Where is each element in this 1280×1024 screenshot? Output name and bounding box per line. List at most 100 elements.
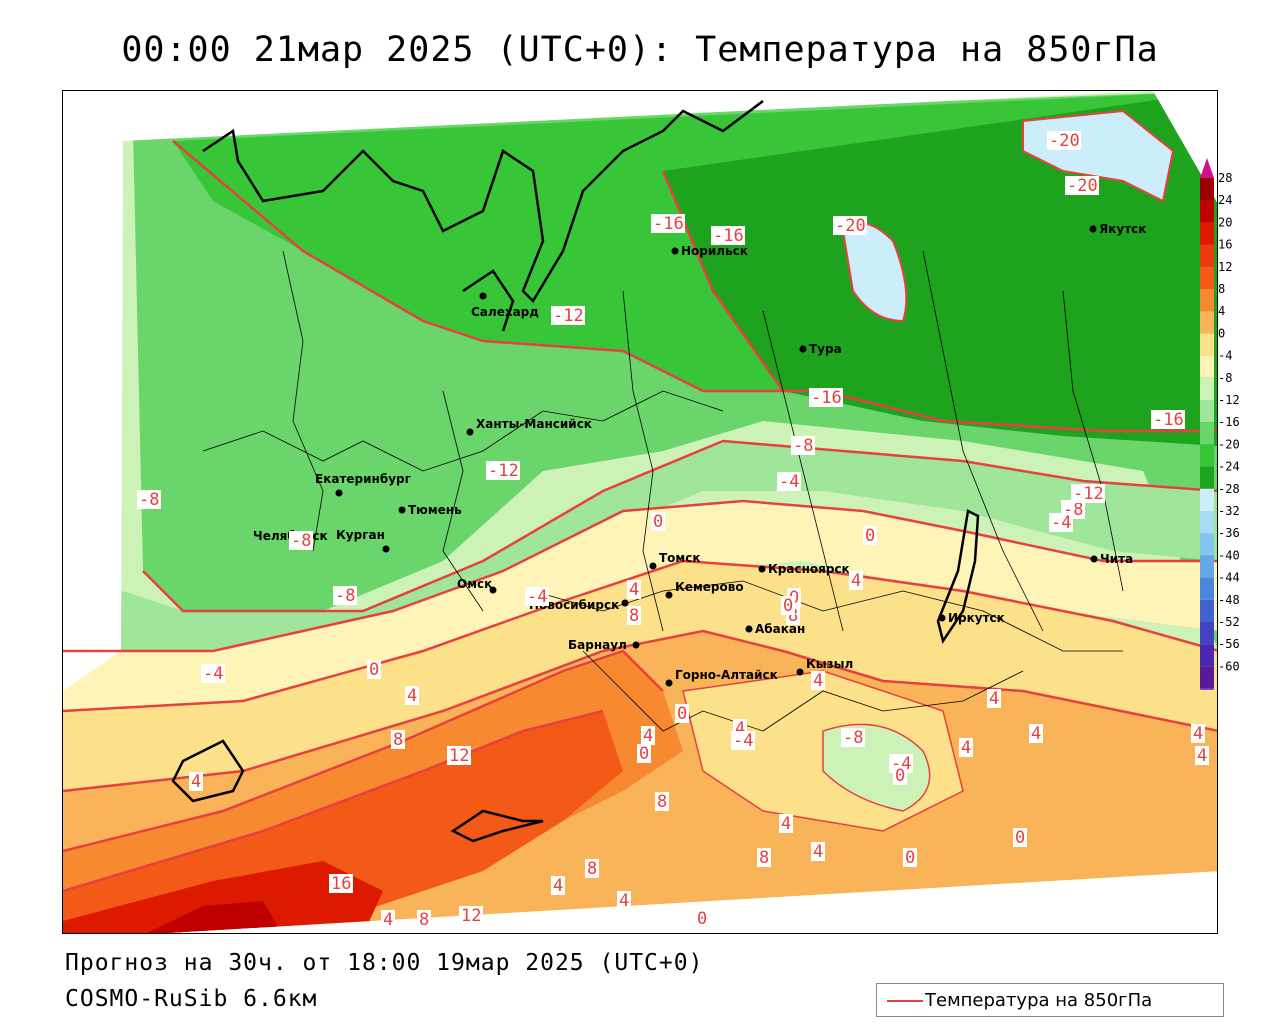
isotherm-label: 8 bbox=[759, 848, 769, 868]
city-dot bbox=[649, 562, 657, 570]
isotherm-label: 4 bbox=[1197, 746, 1207, 766]
temperature-map[interactable]: Якутск Норильск Салехард Тура Ханты-Мансийск… bbox=[63, 91, 1218, 934]
isotherm-label: 4 bbox=[735, 719, 745, 739]
isotherm-label: -8 bbox=[843, 728, 863, 748]
isotherm-label-bg bbox=[189, 772, 203, 791]
isotherm-label-bg bbox=[329, 874, 353, 893]
isotherm-label-bg bbox=[811, 671, 825, 690]
isotherm-label-bg bbox=[627, 606, 641, 625]
isotherm-label-bg bbox=[809, 388, 843, 407]
city-dot bbox=[1090, 555, 1098, 563]
colorbar-tick-label: -20 bbox=[1218, 437, 1240, 451]
city-label: Барнаул bbox=[568, 638, 627, 652]
colorbar-tick-label: -8 bbox=[1218, 371, 1232, 385]
isotherm-label: 0 bbox=[639, 744, 649, 764]
isotherm-label: 0 bbox=[697, 909, 707, 929]
isotherm-label: -8 bbox=[291, 531, 311, 551]
isotherm-label-bg bbox=[987, 689, 1001, 708]
isotherm-label: 4 bbox=[781, 814, 791, 834]
isotherm-label: -4 bbox=[779, 472, 799, 492]
city-dot bbox=[665, 591, 673, 599]
isotherm-label-bg bbox=[1065, 176, 1099, 195]
isotherm-label: -20 bbox=[835, 216, 866, 236]
isotherm-label-bg bbox=[641, 726, 655, 745]
colorbar-cell bbox=[1200, 377, 1214, 400]
colorbar-cell bbox=[1200, 222, 1214, 245]
colorbar-cell bbox=[1200, 644, 1214, 667]
colorbar-tick-label: -36 bbox=[1218, 526, 1240, 540]
isotherm-label-bg bbox=[695, 909, 709, 928]
isotherm-label-bg bbox=[1047, 131, 1081, 150]
isotherm-label-bg bbox=[833, 216, 867, 235]
isotherm-lines bbox=[63, 109, 1217, 893]
isotherm-label-bg bbox=[447, 746, 471, 765]
colorbar-cell bbox=[1200, 511, 1214, 534]
isotherm-label-bg bbox=[711, 226, 745, 245]
legend-label: Температура на 850гПа bbox=[925, 990, 1153, 1011]
colorbar-cell bbox=[1200, 266, 1214, 289]
isotherm-label: -8 bbox=[335, 586, 355, 606]
colorbar-cell bbox=[1200, 666, 1214, 689]
isotherm-label: 8 bbox=[419, 910, 429, 930]
colorbar-tick-label: -60 bbox=[1218, 659, 1240, 673]
isotherm-label-bg bbox=[811, 842, 825, 861]
isotherm-label-bg bbox=[627, 580, 641, 599]
isotherm-label: -16 bbox=[713, 226, 744, 246]
city-label: Томск bbox=[659, 551, 701, 565]
isotherm-label-bg bbox=[849, 571, 863, 590]
isotherm-label: 0 bbox=[369, 660, 379, 680]
colorbar-tick-label: 0 bbox=[1218, 326, 1225, 340]
colorbar-tick-label: 12 bbox=[1218, 260, 1232, 274]
isotherm-label: 8 bbox=[657, 792, 667, 812]
colorbar-cell bbox=[1200, 488, 1214, 511]
colorbar-cell bbox=[1200, 178, 1214, 201]
isotherm-label-bg bbox=[585, 859, 599, 878]
isotherm-label-bg bbox=[333, 586, 357, 605]
isotherm-label: -12 bbox=[488, 461, 519, 481]
isotherm-label: 4 bbox=[619, 891, 629, 911]
isotherm-label-bg bbox=[777, 472, 801, 491]
isotherm-label-bg bbox=[381, 910, 395, 929]
colorbar-tick-label: -28 bbox=[1218, 482, 1240, 496]
isotherm-label-bg bbox=[289, 531, 313, 550]
model-info: COSMO-RuSib 6.6км bbox=[65, 986, 318, 1012]
city-dot bbox=[758, 565, 766, 573]
isotherm-label: 4 bbox=[989, 689, 999, 709]
isotherm-label-bg bbox=[903, 848, 917, 867]
colorbar-cell bbox=[1200, 400, 1214, 423]
isotherm-label: 0 bbox=[783, 596, 793, 616]
isotherm-label: -8 bbox=[793, 436, 813, 456]
isotherm-label-bg bbox=[551, 306, 585, 325]
city-label: Тура bbox=[809, 342, 842, 356]
city-label: Чита bbox=[1100, 552, 1133, 566]
city-label: Абакан bbox=[755, 622, 805, 636]
colorbar-tick-label: 8 bbox=[1218, 282, 1225, 296]
city-dot bbox=[382, 545, 390, 553]
colorbar-tick-label: 20 bbox=[1218, 215, 1232, 229]
colorbar-tick-label: -24 bbox=[1218, 460, 1240, 474]
colorbar-tick-label: -40 bbox=[1218, 548, 1240, 562]
colorbar-cell bbox=[1200, 355, 1214, 378]
colorbar-cell bbox=[1200, 555, 1214, 578]
isotherm-label: 4 bbox=[1031, 724, 1041, 744]
city-label: Екатеринбург bbox=[315, 472, 411, 486]
isotherm-label-bg bbox=[841, 728, 865, 747]
map-panel[interactable]: Якутск Норильск Салехард Тура Ханты-Мансийск… bbox=[62, 90, 1218, 934]
colorbar-cell bbox=[1200, 422, 1214, 445]
colorbar-cell bbox=[1200, 466, 1214, 489]
city-dot bbox=[621, 599, 629, 607]
isotherm-label-bg bbox=[525, 587, 549, 606]
colorbar-tick-label: 24 bbox=[1218, 193, 1232, 207]
city-dot bbox=[671, 247, 679, 255]
isotherm-label: -20 bbox=[1049, 131, 1080, 151]
isotherm-labels: -20 -20 -16 -16 -20 -12 -16 -16 -12 -8 -4 -8 -12 -8 -4… bbox=[137, 131, 1209, 930]
city-label: Норильск bbox=[681, 244, 748, 258]
colorbar-tick-label: -16 bbox=[1218, 415, 1240, 429]
city-label: Красноярск bbox=[768, 562, 850, 576]
isotherm-label-bg bbox=[1013, 828, 1027, 847]
isotherm-label-bg bbox=[757, 848, 771, 867]
city-dot bbox=[799, 345, 807, 353]
isotherm-label: 0 bbox=[1015, 828, 1025, 848]
colorbar-tick-label: 28 bbox=[1218, 171, 1232, 185]
isotherm-label-bg bbox=[731, 731, 755, 750]
